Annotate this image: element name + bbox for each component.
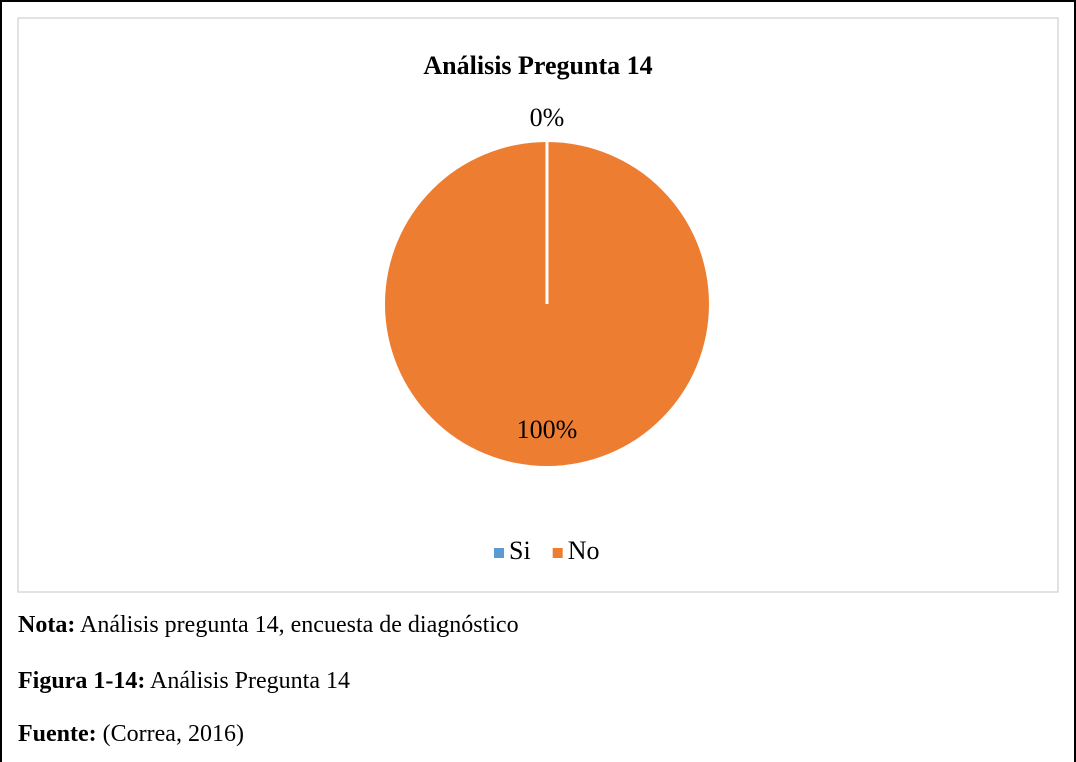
note-text: (Correa, 2016) xyxy=(102,721,244,747)
legend-label: No xyxy=(568,536,600,565)
note-row: Nota: Análisis pregunta 14, encuesta de … xyxy=(18,612,519,639)
note-text: Análisis Pregunta 14 xyxy=(150,668,350,694)
legend-label: Si xyxy=(509,536,531,565)
legend-swatch xyxy=(494,548,504,558)
chart-title: Análisis Pregunta 14 xyxy=(423,51,652,80)
data-label: 0% xyxy=(530,103,565,132)
legend-swatch xyxy=(552,548,563,558)
note-label: Fuente: xyxy=(18,721,97,747)
chart: Análisis Pregunta 14 0% 100% Si No xyxy=(17,17,1059,593)
note-row: Figura 1-14: Análisis Pregunta 14 xyxy=(18,668,350,695)
note-label: Figura 1-14: xyxy=(18,668,146,694)
note-row: Fuente: (Correa, 2016) xyxy=(18,721,244,748)
note-text: Análisis pregunta 14, encuesta de diagnó… xyxy=(80,612,519,638)
data-label: 100% xyxy=(517,415,578,444)
note-label: Nota: xyxy=(18,612,76,638)
